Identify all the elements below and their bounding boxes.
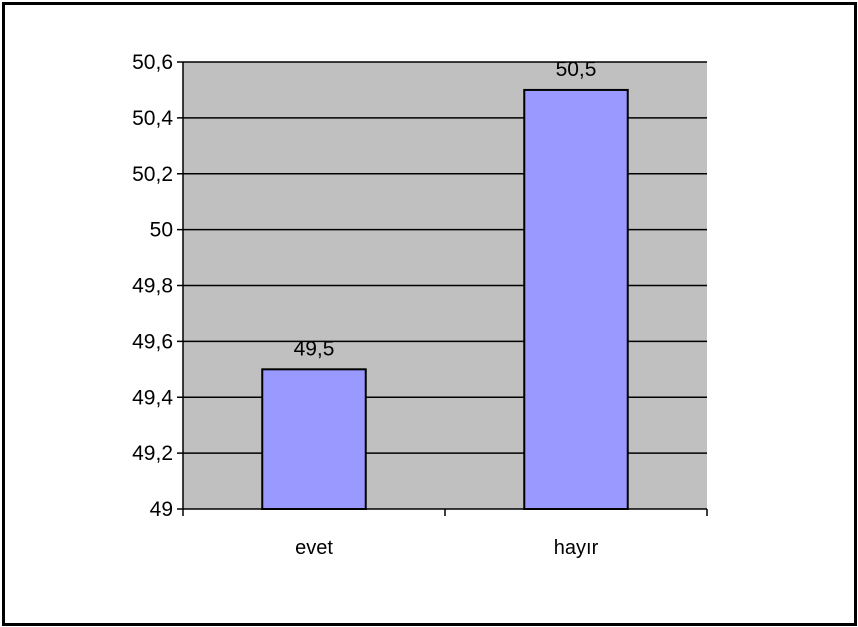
y-tick-label: 50,2 [132, 163, 173, 186]
y-tick-label: 50,4 [132, 107, 173, 130]
bar-evet [261, 368, 367, 510]
y-tick-label: 50,6 [132, 51, 173, 74]
y-tick-label: 49 [150, 498, 173, 521]
axes [177, 61, 708, 516]
bar-chart: 49 49,2 49,4 49,6 49,8 50 50,2 50,4 50,6 evet 49,5… [132, 51, 708, 559]
bars [261, 88, 629, 510]
data-label: 50,5 [556, 58, 597, 81]
y-tick-label: 50 [150, 219, 173, 242]
y-tick-label: 49,4 [132, 386, 173, 409]
x-category-label: hayır [554, 537, 599, 559]
x-category-label: evet [295, 537, 333, 559]
data-label: 49,5 [294, 337, 335, 360]
y-tick-label: 49,8 [132, 275, 173, 298]
bar-hayır [523, 88, 629, 510]
y-tick-label: 49,6 [132, 330, 173, 353]
y-tick-label: 49,2 [132, 442, 173, 465]
labels: 49 49,2 49,4 49,6 49,8 50 50,2 50,4 50,6 evet 49,5… [132, 51, 598, 559]
